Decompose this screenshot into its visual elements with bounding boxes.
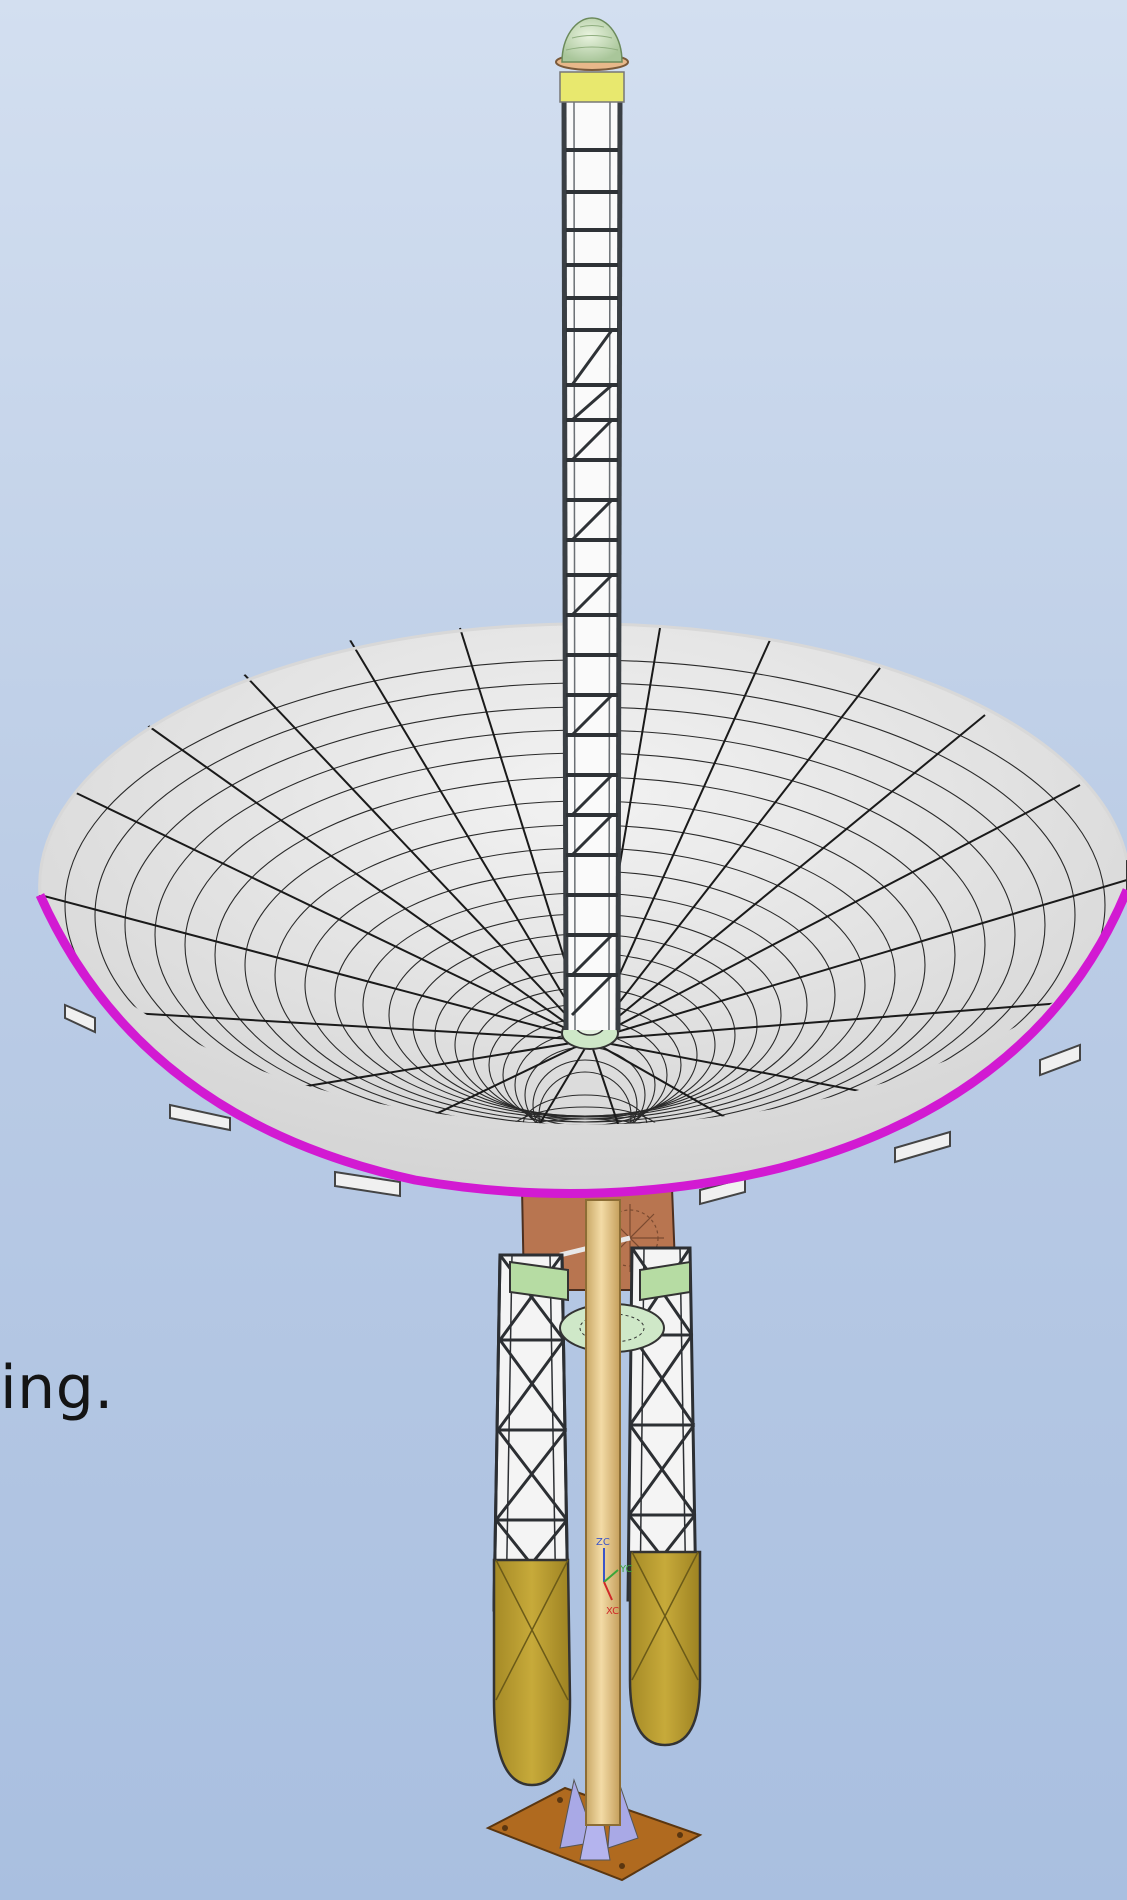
truss-leg-right bbox=[626, 1246, 698, 1602]
feed-housing bbox=[559, 71, 625, 103]
pedestal-tube bbox=[585, 1199, 621, 1826]
triad-z-label: ZC bbox=[596, 1537, 610, 1548]
triad-x-label: XC bbox=[606, 1606, 619, 1617]
truss-leg-left bbox=[492, 1253, 570, 1612]
rim-support-brackets bbox=[64, 1003, 1081, 1206]
pedestal-structure: ZC YC XC bbox=[485, 1187, 703, 1882]
feed-dome bbox=[561, 17, 623, 63]
triad-y-label: YC bbox=[619, 1564, 633, 1575]
counterweight-left bbox=[492, 1558, 572, 1787]
dish-rim bbox=[35, 888, 1127, 1198]
coordinate-triad: ZC YC XC bbox=[596, 1537, 633, 1617]
slide-text-fragment: ing. bbox=[0, 1353, 114, 1423]
feed-mast bbox=[555, 17, 629, 1031]
counterweight-right bbox=[628, 1550, 702, 1747]
elevation-bracket bbox=[509, 1260, 569, 1302]
